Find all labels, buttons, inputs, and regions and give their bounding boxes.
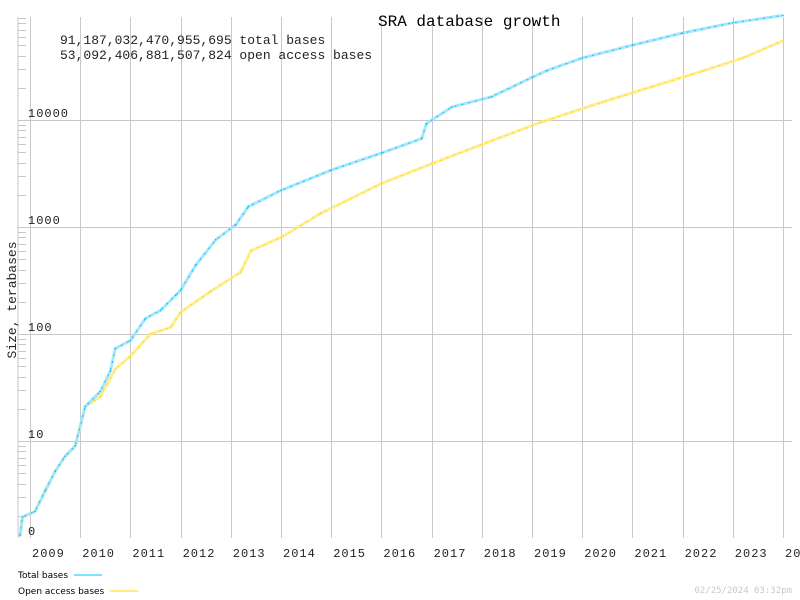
data-point	[21, 516, 24, 518]
data-point	[491, 95, 493, 98]
x-tick-label: 2018	[484, 547, 517, 561]
y-axis-label: Size, terabases	[5, 241, 20, 358]
data-point	[581, 57, 583, 59]
data-point	[144, 317, 147, 320]
x-tick-labels: 2009 2010 2011 2012 2013 2014 2015 2016 2017 2018…	[32, 547, 800, 561]
x-tick-label: 2015	[333, 547, 366, 561]
x-tick-label: 2010	[82, 547, 115, 561]
series-halo-0	[18, 13, 784, 536]
data-point	[235, 223, 237, 226]
data-point	[114, 347, 117, 350]
series-line-1	[19, 40, 784, 536]
data-point	[481, 143, 483, 146]
y-tick-labels: 0 10 100 1000 10000	[28, 107, 69, 539]
data-point	[240, 271, 242, 273]
total-bases-count: 91,187,032,470,955,695 total bases	[60, 33, 325, 48]
data-point	[64, 455, 66, 458]
x-tick-label: 2016	[383, 547, 416, 561]
data-point	[782, 40, 784, 42]
data-point	[109, 370, 112, 372]
x-tick-label: 2017	[434, 547, 467, 561]
data-point	[19, 535, 21, 537]
data-point	[380, 152, 383, 154]
x-tick-label: 2011	[132, 547, 165, 561]
data-point	[732, 22, 734, 24]
x-tick-label: 2009	[32, 547, 65, 561]
data-point	[129, 355, 132, 358]
x-tick-label: 2020	[584, 547, 617, 561]
y-tick-label: 10	[28, 428, 44, 442]
data-point	[701, 70, 704, 72]
y-tick-label: 10000	[28, 107, 69, 121]
data-point	[99, 395, 102, 398]
data-point	[541, 121, 543, 123]
data-point	[420, 137, 423, 140]
data-point	[601, 101, 604, 103]
series-layer	[18, 13, 784, 537]
data-point	[179, 311, 182, 314]
y-tick-label: 0	[28, 525, 36, 539]
x-tick-label: 2019	[534, 547, 567, 561]
y-tick-label: 100	[28, 321, 53, 335]
chart-title: SRA database growth	[378, 13, 560, 31]
data-point	[631, 44, 634, 46]
data-point	[247, 205, 250, 208]
data-point	[425, 122, 428, 125]
legend: Total bases Open access bases	[17, 571, 139, 597]
y-minor-ticks	[18, 18, 26, 517]
data-point	[280, 189, 282, 192]
data-point	[114, 368, 117, 370]
legend-label-total: Total bases	[17, 571, 68, 581]
data-point	[742, 57, 744, 59]
data-point	[651, 85, 654, 88]
x-tick-label: 20	[785, 547, 800, 561]
data-point	[129, 339, 132, 342]
legend-label-open: Open access bases	[18, 587, 105, 597]
data-point	[330, 169, 333, 171]
x-tick-label: 2023	[735, 547, 768, 561]
data-point	[531, 76, 533, 79]
open-access-bases-count: 53,092,406,881,507,824 open access bases	[60, 48, 372, 63]
data-point	[450, 106, 453, 108]
data-point	[280, 236, 282, 239]
data-point	[194, 264, 197, 267]
data-point	[169, 326, 172, 329]
data-point	[430, 163, 433, 165]
x-tick-label: 2021	[634, 547, 667, 561]
data-point	[250, 249, 252, 252]
data-point	[209, 290, 212, 293]
data-point	[174, 294, 177, 297]
data-point	[179, 289, 182, 292]
data-point	[320, 212, 323, 214]
data-point	[99, 390, 102, 393]
data-point	[149, 333, 152, 335]
data-point	[74, 445, 76, 447]
data-point	[44, 490, 46, 492]
data-point	[214, 239, 217, 241]
grid	[17, 17, 792, 538]
x-tick-label: 2013	[233, 547, 266, 561]
data-point	[54, 470, 56, 473]
data-point	[380, 182, 383, 185]
y-tick-label: 1000	[28, 214, 61, 228]
timestamp: 02/25/2024 03:32pm	[694, 586, 792, 596]
x-tick-label: 2014	[283, 547, 316, 561]
data-point	[34, 510, 36, 513]
series-line-0	[19, 14, 784, 536]
data-point	[546, 69, 548, 72]
data-point	[159, 309, 162, 312]
data-point	[681, 32, 684, 34]
x-tick-label: 2012	[183, 547, 216, 561]
data-point	[84, 405, 86, 408]
series-halo-1	[18, 39, 784, 536]
data-point	[782, 14, 784, 17]
x-tick-label: 2022	[685, 547, 718, 561]
